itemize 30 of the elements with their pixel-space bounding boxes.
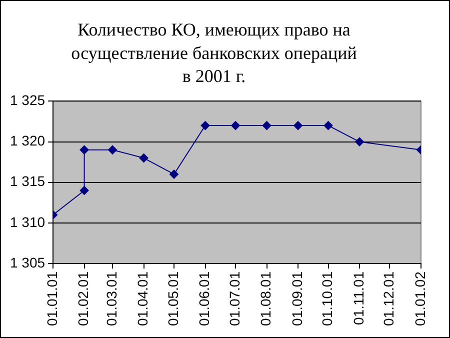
point [200, 121, 210, 130]
chart-title: Количество КО, имеющих право на осуществление банковских операций в 2001 г. [71, 19, 358, 86]
y-tick-label: 1 325 [10, 92, 46, 108]
point [108, 145, 118, 154]
y-tick-label: 1 305 [10, 254, 46, 270]
x-tick-label: 01.04.01 [134, 271, 151, 326]
point [355, 137, 364, 146]
point [80, 145, 89, 154]
x-tick-label: 01.10.01 [319, 271, 336, 326]
y-tick-label: 1 315 [10, 173, 46, 190]
y-tick-label: 1 320 [10, 132, 46, 149]
point [170, 170, 179, 179]
y-tick-label: 1 310 [10, 214, 46, 230]
x-tick-label: 01.11.01 [350, 271, 366, 325]
x-tick-label: 01.01.02 [412, 271, 428, 326]
x-tick-label: 01.09.01 [288, 271, 305, 326]
x-tick-label: 01.01.01 [44, 271, 60, 326]
x-tick-label: 01.02.01 [75, 271, 92, 326]
point [80, 186, 89, 195]
point [231, 121, 240, 130]
x-tick-label: 01.06.01 [196, 271, 212, 326]
point [294, 121, 303, 130]
x-tick-label: 01.05.01 [164, 271, 181, 326]
x-tick-label: 01.12.01 [380, 271, 397, 326]
x-tick-label: 01.03.01 [103, 271, 120, 326]
point [324, 121, 333, 130]
point [139, 154, 148, 163]
x-tick-label: 01.07.01 [226, 271, 242, 326]
point [262, 121, 272, 130]
x-tick-label: 01.08.01 [258, 271, 274, 326]
